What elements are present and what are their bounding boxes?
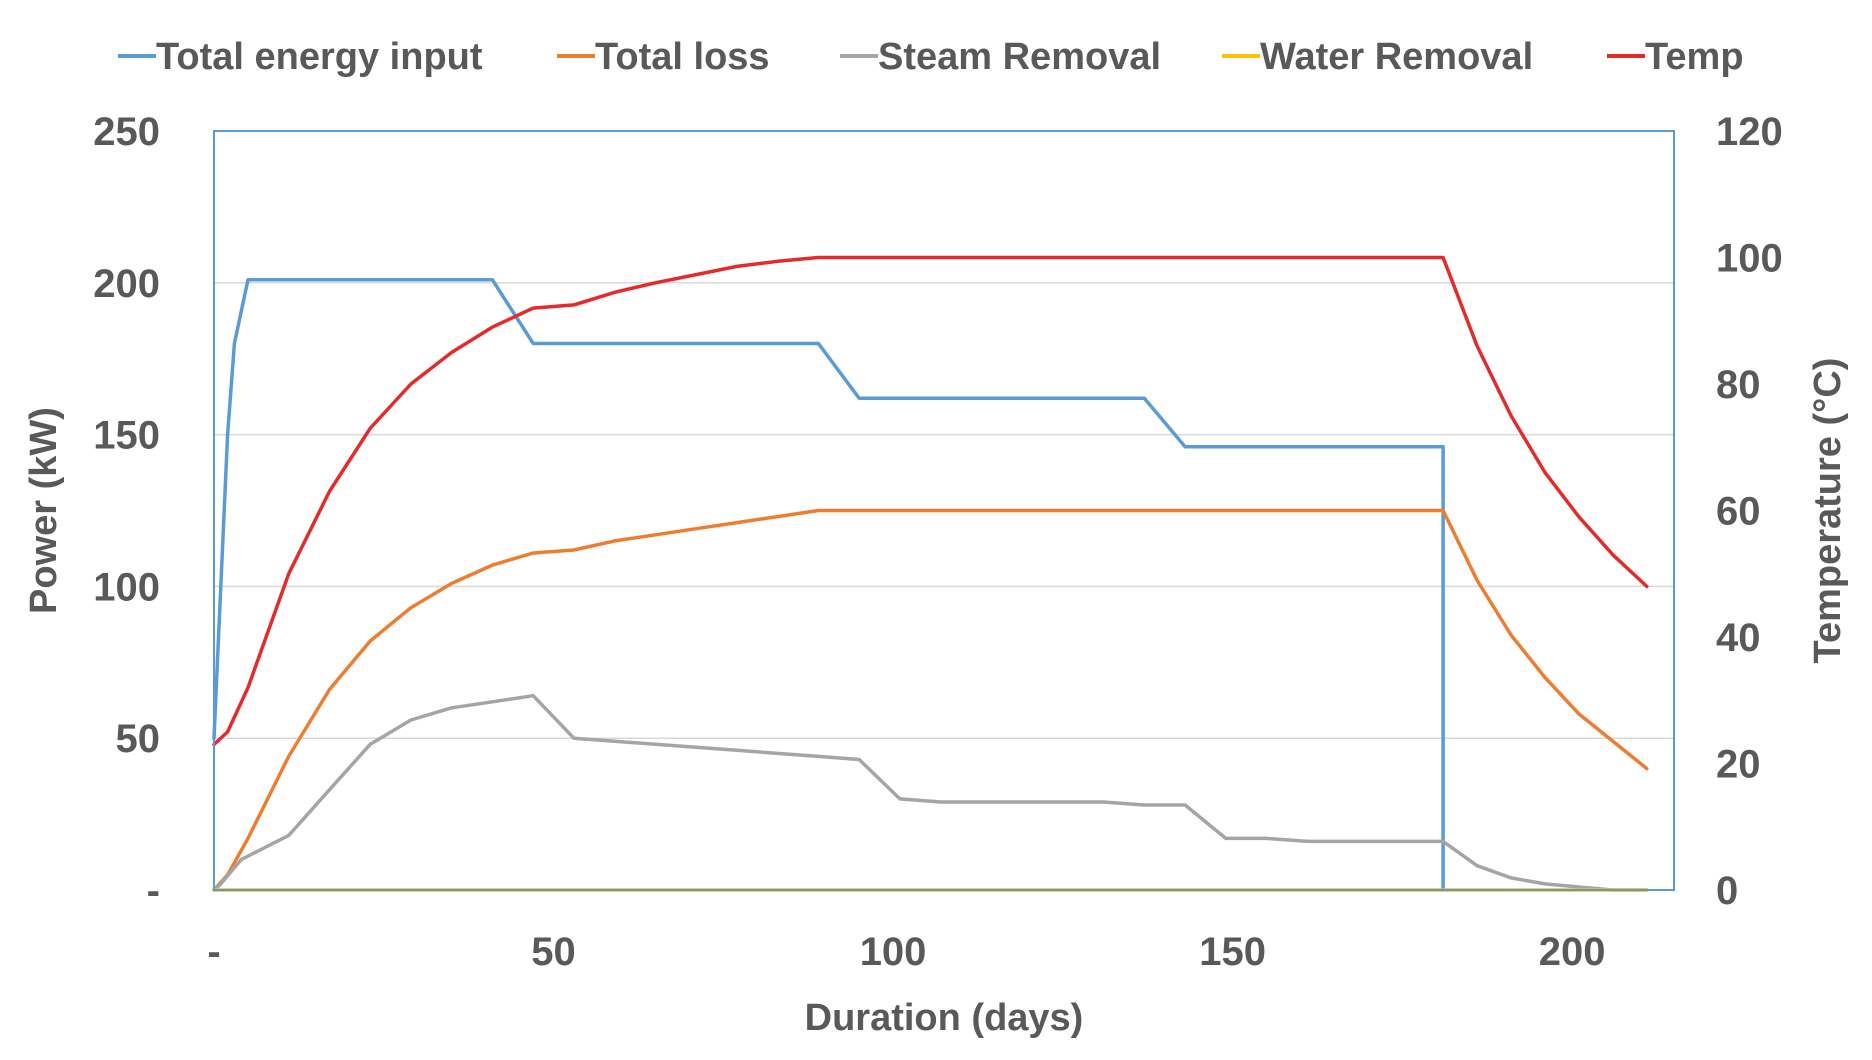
y-tick-label: 100 [93,565,160,609]
x-tick-label: - [207,930,220,974]
legend-item-total-loss: Total loss [557,36,770,78]
legend-label: Temp [1645,36,1744,78]
series-line-total-loss [212,508,1649,892]
legend-label: Total loss [595,36,770,78]
legend-label: Steam Removal [878,36,1161,78]
legend-item-total-energy-input: Total energy input [118,36,483,78]
x-tick-label: 50 [531,930,576,974]
y2-tick-label: 60 [1716,490,1761,534]
y2-tick-label: 20 [1716,743,1761,787]
y2-tick-label: 0 [1716,869,1738,913]
y2-axis-title: Temperature (°C) [1807,358,1849,664]
legend-label: Total energy input [156,36,483,78]
y2-tick-label: 100 [1716,237,1783,281]
y-axis-title: Power (kW) [23,407,65,614]
series-line-temp [212,255,1649,747]
legend-label: Water Removal [1260,36,1533,78]
x-tick-label: 150 [1199,930,1266,974]
series-line-steam-removal [212,693,1649,892]
legend-item-water-removal: Water Removal [1222,36,1533,78]
x-tick-label: 200 [1539,930,1606,974]
y2-tick-label: 120 [1716,110,1783,154]
plot-area-border [213,130,1675,891]
legend-item-temp: Temp [1607,36,1744,78]
y2-tick-label: 80 [1716,363,1761,407]
series-group [212,255,1649,892]
legend: Total energy input Total loss Steam Remova… [118,36,1744,78]
y-axis-ticks: - 50 100 150 200 250 [93,110,160,913]
y-tick-label: - [147,869,160,913]
x-axis-title: Duration (days) [805,997,1084,1039]
y-tick-label: 200 [93,262,160,306]
series-line-total-energy-input [212,278,1445,892]
y2-tick-label: 40 [1716,616,1761,660]
legend-item-steam-removal: Steam Removal [840,36,1161,78]
x-tick-label: 100 [860,930,927,974]
y-tick-label: 50 [116,717,161,761]
grid-lines [214,282,1674,739]
x-axis-ticks: - 50 100 150 200 [207,930,1605,974]
y2-axis-ticks: 0 20 40 60 80 100 120 [1716,110,1783,913]
y-tick-label: 150 [93,414,160,458]
y-tick-label: 250 [93,110,160,154]
